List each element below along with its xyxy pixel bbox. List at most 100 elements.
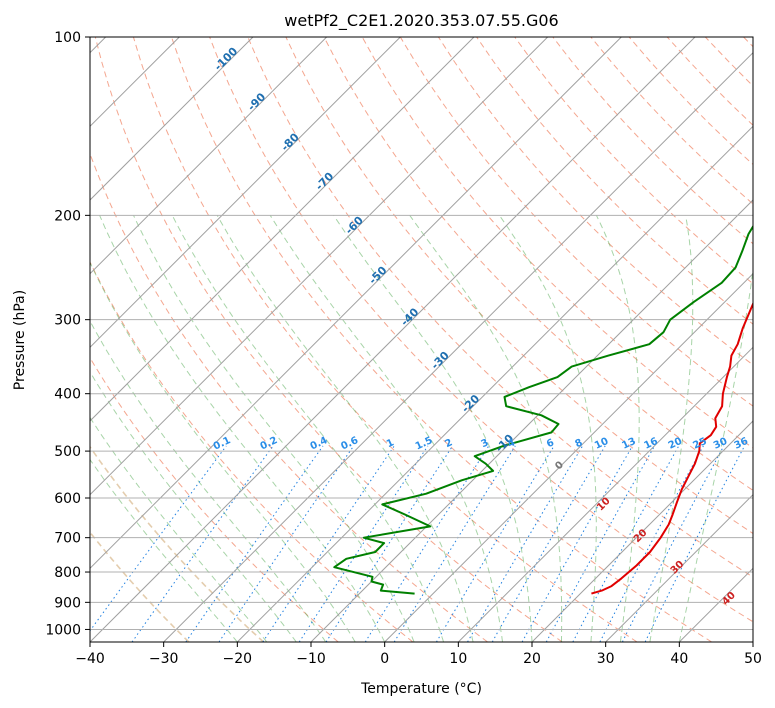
mixing-ratio-line: [218, 445, 355, 642]
isotherm-label: -70: [313, 170, 336, 193]
x-tick-label: −30: [149, 651, 179, 667]
isotherm-label: -100: [212, 44, 241, 73]
isotherm-label: -80: [279, 130, 302, 153]
x-tick-label: −10: [296, 651, 326, 667]
mixing-ratio-label: 0.6: [339, 435, 360, 452]
dry-adiabat-line: [90, 260, 414, 642]
isotherm-line: [605, 493, 753, 642]
isotherm-line: [236, 125, 753, 642]
y-tick-label: 700: [54, 531, 81, 547]
x-tick-label: 20: [523, 651, 541, 667]
moist-adiabat-line: [90, 416, 268, 642]
mixing-ratio-label: 2: [443, 437, 454, 450]
y-axis-label: Pressure (hPa): [12, 290, 28, 390]
dry-adiabats: [90, 37, 753, 642]
isotherm-label: -60: [343, 214, 366, 237]
dry-adiabat-line: [743, 37, 753, 48]
moist-adiabat-line: [409, 215, 563, 642]
dry-adiabat-line: [90, 356, 339, 642]
isotherm-line: [90, 37, 254, 201]
isotherm-line: [457, 346, 753, 642]
y-tick-label: 1000: [45, 622, 81, 638]
mixing-ratio-label: 1.5: [414, 435, 435, 452]
mixing-ratio-line: [644, 445, 746, 642]
plot-frame: [89, 36, 754, 643]
isotherm-line: [90, 37, 622, 570]
y-tick-label: 200: [54, 208, 81, 224]
x-tick-label: 30: [597, 651, 615, 667]
x-tick-label: 10: [449, 651, 467, 667]
y-tick-label: 500: [54, 444, 81, 460]
dry-adiabat-line: [476, 37, 753, 325]
dry-adiabat-line: [90, 445, 265, 642]
mixing-ratio-line: [364, 445, 490, 642]
temperature-profile-line: [591, 301, 753, 595]
x-axis-ticks: −40 −30 −20 −10 0 10 20 30 40 50: [75, 642, 762, 667]
moist-adiabat-line: [269, 215, 503, 642]
dry-adiabat-line: [171, 37, 712, 642]
y-tick-label: 300: [54, 313, 81, 329]
mixing-ratio-label: 16: [642, 436, 659, 452]
dry-adiabat-line: [514, 37, 753, 285]
moist-adiabat-label: 30: [669, 559, 687, 577]
moist-adiabat-line: [90, 370, 297, 642]
moist-adiabat-line: [649, 215, 694, 642]
mixing-ratio-label: 0.4: [309, 435, 330, 452]
mixing-ratio-label: 3: [480, 437, 491, 450]
dry-adiabat-line: [590, 37, 753, 205]
dry-adiabat-line: [323, 37, 753, 491]
mixing-ratio-label: 20: [667, 436, 684, 452]
chart-title: wetPf2_C2E1.2020.353.07.55.G06: [284, 11, 558, 31]
mixing-ratio-line: [131, 445, 274, 642]
isotherm-line: [531, 420, 753, 642]
moist-adiabat-line: [133, 215, 415, 642]
profile-lines: [333, 224, 753, 595]
dry-adiabat-line: [90, 530, 190, 642]
dry-adiabat-line: [247, 37, 753, 578]
isotherm-label: -20: [459, 392, 482, 415]
mixing-ratio-line: [325, 445, 454, 642]
mixing-ratio-label: 8: [574, 437, 585, 450]
moist-adiabat-line: [90, 458, 238, 642]
x-tick-label: −40: [75, 651, 105, 667]
mixing-ratio-label: 1: [385, 437, 396, 450]
isotherm-label: -30: [429, 349, 452, 372]
dewpoint-profile-line: [333, 224, 753, 595]
dry-adiabat-line: [285, 37, 753, 535]
mixing-ratio-label: 25: [691, 436, 708, 452]
mixing-ratio-line: [90, 445, 227, 632]
mixing-ratio-label: 30: [712, 436, 729, 452]
dry-adiabat-line: [666, 37, 753, 126]
y-tick-label: 600: [54, 491, 81, 507]
x-tick-label: 0: [380, 651, 389, 667]
plot-area: -100-90-80-70-60-50-40-30-20-100.1 0.2 0.4…: [90, 37, 753, 642]
moist-adiabat-line: [498, 215, 597, 642]
moist-adiabat-line: [99, 215, 386, 642]
y-tick-label: 400: [54, 387, 81, 403]
dry-adiabat-line: [437, 37, 753, 366]
mixing-ratio-line: [467, 445, 584, 642]
moist-adiabat-label: 20: [632, 527, 650, 545]
moist-adiabat-line: [171, 215, 445, 642]
mixing-ratio-label: 36: [733, 436, 750, 452]
moist-adiabats: [90, 215, 753, 642]
dry-adiabat-line: [552, 37, 753, 245]
mixing-ratio-line: [393, 445, 516, 642]
moist-adiabat-line: [678, 266, 753, 642]
isotherm-line: [384, 272, 753, 642]
moist-adiabat-line: [90, 261, 356, 642]
mixing-ratio-line: [262, 445, 395, 642]
mixing-ratio-label: 4: [506, 437, 517, 450]
dry-adiabat-line: [209, 37, 753, 623]
x-tick-label: 40: [670, 651, 688, 667]
x-tick-label: 50: [744, 651, 762, 667]
moist-adiabat-line: [595, 215, 640, 642]
mixing-ratio-line: [185, 445, 324, 642]
isotherm-label: -90: [245, 90, 268, 113]
moist-adiabat-line: [90, 320, 327, 642]
isotherm-line: [90, 37, 696, 642]
mixing-ratio-line: [545, 445, 656, 642]
dry-adiabat-line: [90, 152, 488, 642]
y-tick-label: 800: [54, 565, 81, 581]
